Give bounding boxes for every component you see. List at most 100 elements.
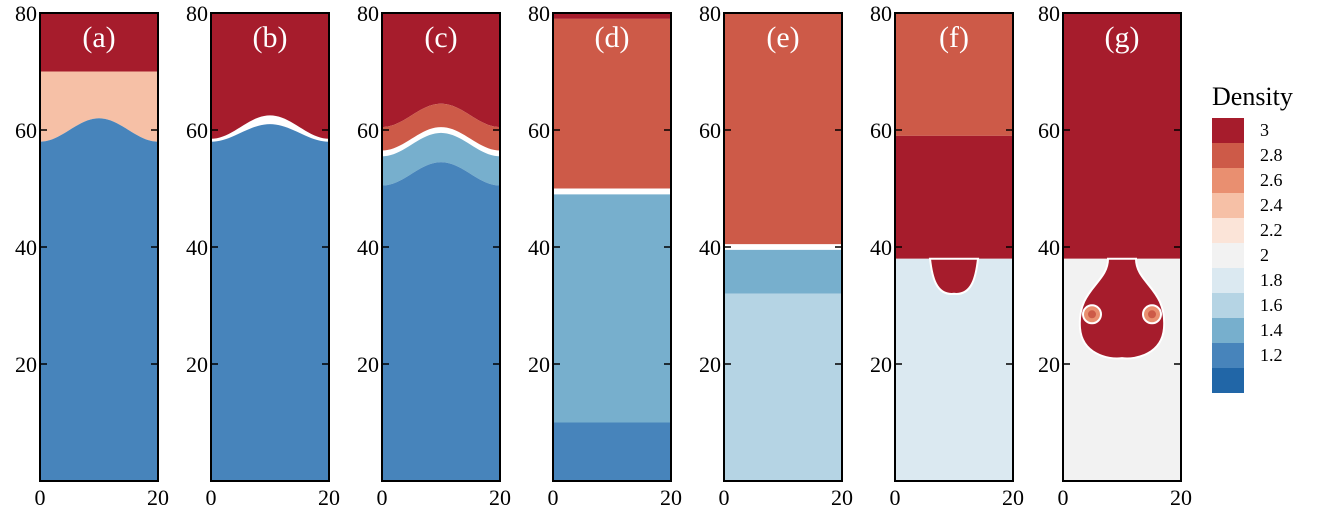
- legend-swatch: [1212, 143, 1244, 168]
- legend-swatch: [1212, 243, 1244, 268]
- density-field: [553, 13, 671, 481]
- density-region: [895, 135, 1013, 259]
- legend-swatch: [1212, 318, 1244, 343]
- density-region: [211, 124, 329, 481]
- vortex-core: [1148, 310, 1156, 319]
- x-tick-label: 0: [1058, 485, 1069, 510]
- y-tick-label: 20: [1038, 352, 1060, 377]
- density-region: [724, 293, 842, 481]
- panel-1: 20 40 60 80 0 20 (b): [186, 1, 340, 510]
- density-region: [211, 13, 329, 139]
- density-legend: Density 3 2.8 2.6 2.4 2.2 2 1.8 1.6 1.4 1.2: [1212, 82, 1293, 393]
- legend-label: 1.2: [1260, 345, 1283, 365]
- y-tick-label: 20: [357, 352, 379, 377]
- legend-swatch: [1212, 168, 1244, 193]
- y-tick-label: 80: [357, 1, 379, 26]
- legend-label: 2.2: [1260, 220, 1283, 240]
- legend-swatch: [1212, 343, 1244, 368]
- density-region: [895, 258, 1013, 481]
- x-tick-label: 20: [1002, 485, 1024, 510]
- panel-0: 20 40 60 80 0 20 (a): [15, 1, 169, 510]
- density-region: [1063, 13, 1181, 259]
- panel-label: (c): [424, 21, 457, 54]
- spike-shape: [928, 257, 980, 295]
- legend-swatch: [1212, 293, 1244, 318]
- y-tick-label: 40: [870, 235, 892, 260]
- legend-label: 2.4: [1260, 195, 1283, 215]
- density-region: [382, 132, 500, 186]
- y-tick-label: 60: [699, 118, 721, 143]
- x-tick-label: 0: [35, 485, 46, 510]
- density-region: [724, 249, 842, 294]
- panel-4: 20 40 60 80 0 20 (e): [699, 1, 853, 510]
- vortex-core: [1088, 310, 1096, 319]
- y-tick-label: 40: [186, 235, 208, 260]
- density-region: [553, 422, 671, 481]
- legend-label: 3: [1260, 120, 1269, 140]
- x-tick-label: 20: [660, 485, 682, 510]
- y-tick-label: 20: [528, 352, 550, 377]
- legend-swatch: [1212, 218, 1244, 243]
- panel-label: (d): [595, 21, 630, 54]
- density-field: [895, 13, 1013, 481]
- density-region: [382, 13, 500, 128]
- panel-label: (g): [1105, 21, 1140, 54]
- panel-label: (b): [253, 21, 288, 54]
- x-tick-label: 0: [206, 485, 217, 510]
- legend-label: 2.8: [1260, 145, 1283, 165]
- y-tick-label: 60: [528, 118, 550, 143]
- y-tick-label: 20: [186, 352, 208, 377]
- y-tick-label: 20: [15, 352, 37, 377]
- density-region: [553, 13, 671, 19]
- y-tick-label: 60: [357, 118, 379, 143]
- y-tick-label: 80: [870, 1, 892, 26]
- panel-label: (f): [939, 21, 969, 54]
- legend-swatch: [1212, 118, 1244, 143]
- x-tick-label: 20: [1170, 485, 1192, 510]
- y-tick-label: 60: [1038, 118, 1060, 143]
- density-region: [40, 118, 158, 481]
- legend-label: 1.4: [1260, 320, 1283, 340]
- legend-title: Density: [1212, 82, 1293, 111]
- y-tick-label: 40: [357, 235, 379, 260]
- x-tick-label: 20: [147, 485, 169, 510]
- y-tick-label: 40: [15, 235, 37, 260]
- y-tick-label: 80: [15, 1, 37, 26]
- x-tick-label: 20: [831, 485, 853, 510]
- x-tick-label: 0: [890, 485, 901, 510]
- legend-label: 2: [1260, 245, 1269, 265]
- density-region: [895, 13, 1013, 136]
- x-tick-label: 0: [719, 485, 730, 510]
- legend-swatch: [1212, 368, 1244, 393]
- panels-layer: 20 40 60 80 0 20 (a) 20 40 60 80 0 20 (b) 20 40 60 80 0 20 (…: [15, 1, 1192, 510]
- density-field: [40, 13, 158, 481]
- y-tick-label: 60: [186, 118, 208, 143]
- x-tick-label: 20: [489, 485, 511, 510]
- panel-label: (a): [82, 21, 115, 54]
- y-tick-label: 40: [528, 235, 550, 260]
- panel-label: (e): [766, 21, 799, 54]
- legend-label: 1.6: [1260, 295, 1283, 315]
- y-tick-label: 20: [870, 352, 892, 377]
- density-region: [553, 18, 671, 189]
- panel-2: 20 40 60 80 0 20 (c): [357, 1, 511, 510]
- density-region: [382, 103, 500, 151]
- x-tick-label: 0: [377, 485, 388, 510]
- y-tick-label: 40: [1038, 235, 1060, 260]
- density-field: [211, 13, 329, 481]
- y-tick-label: 80: [528, 1, 550, 26]
- mushroom-shape: [1078, 257, 1166, 360]
- density-field: [1063, 13, 1181, 481]
- panel-6: 20 40 60 80 0 20 (g): [1038, 1, 1192, 510]
- y-tick-label: 40: [699, 235, 721, 260]
- density-field: [724, 13, 842, 481]
- density-region: [724, 13, 842, 245]
- legend-swatch: [1212, 268, 1244, 293]
- density-field: [382, 13, 500, 481]
- legend-label: 2.6: [1260, 170, 1283, 190]
- y-tick-label: 60: [15, 118, 37, 143]
- panel-3: 20 40 60 80 0 20 (d): [528, 1, 682, 510]
- legend-swatch: [1212, 193, 1244, 218]
- y-tick-label: 60: [870, 118, 892, 143]
